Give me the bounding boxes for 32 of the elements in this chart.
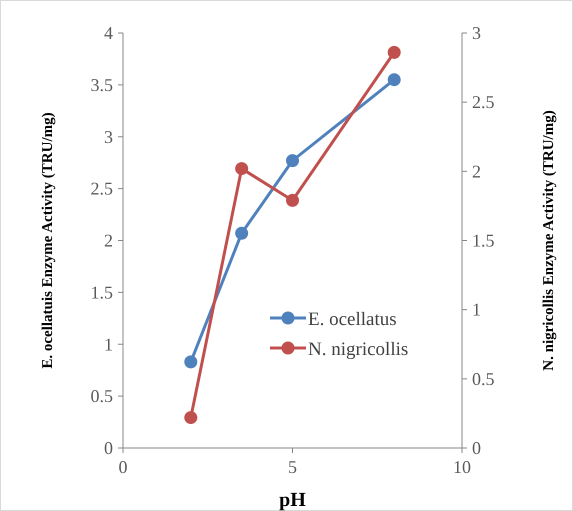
- y-tick-label: 0: [104, 438, 113, 458]
- legend-label: N. nigricollis: [308, 339, 408, 360]
- y2-tick-label: 0.5: [472, 368, 494, 389]
- point: [235, 162, 248, 176]
- y2-tick-label: 2: [472, 161, 481, 182]
- y-tick-label: 4: [104, 23, 113, 43]
- y-tick-label: 3.5: [90, 74, 113, 95]
- point: [184, 411, 198, 424]
- point: [388, 73, 401, 86]
- x-tick-label: 5: [288, 457, 297, 477]
- x-tick-label: 10: [453, 457, 471, 477]
- legend-label: E. ocellatus: [308, 309, 397, 330]
- y2-tick-label: 1.5: [472, 230, 494, 250]
- point: [388, 46, 401, 59]
- y-tick-label: 1.5: [90, 282, 113, 302]
- y2-tick-label: 3: [472, 23, 481, 43]
- y-tick-label: 3: [104, 126, 113, 147]
- y-tick-label: 1: [104, 334, 113, 354]
- y-tick-label: 0.5: [90, 386, 113, 406]
- y2-tick-label: 2.5: [472, 92, 494, 112]
- x-tick-label: 0: [118, 457, 128, 477]
- y-tick-label: 2.5: [90, 178, 113, 199]
- y-axis-title: E. ocellatuis Enzyme Activity (TRU/mg): [40, 112, 56, 369]
- y2-tick-label: 1: [472, 300, 481, 320]
- y2-tick-label: 0: [472, 438, 481, 458]
- x-axis-title: pH: [279, 489, 306, 511]
- point: [235, 226, 248, 240]
- y2-axis-title: N. nigricollis Enzyme Activity (TRU/mg): [541, 110, 557, 371]
- point: [184, 355, 198, 368]
- point: [286, 154, 299, 168]
- y-tick-label: 2: [104, 230, 113, 250]
- point: [286, 194, 299, 207]
